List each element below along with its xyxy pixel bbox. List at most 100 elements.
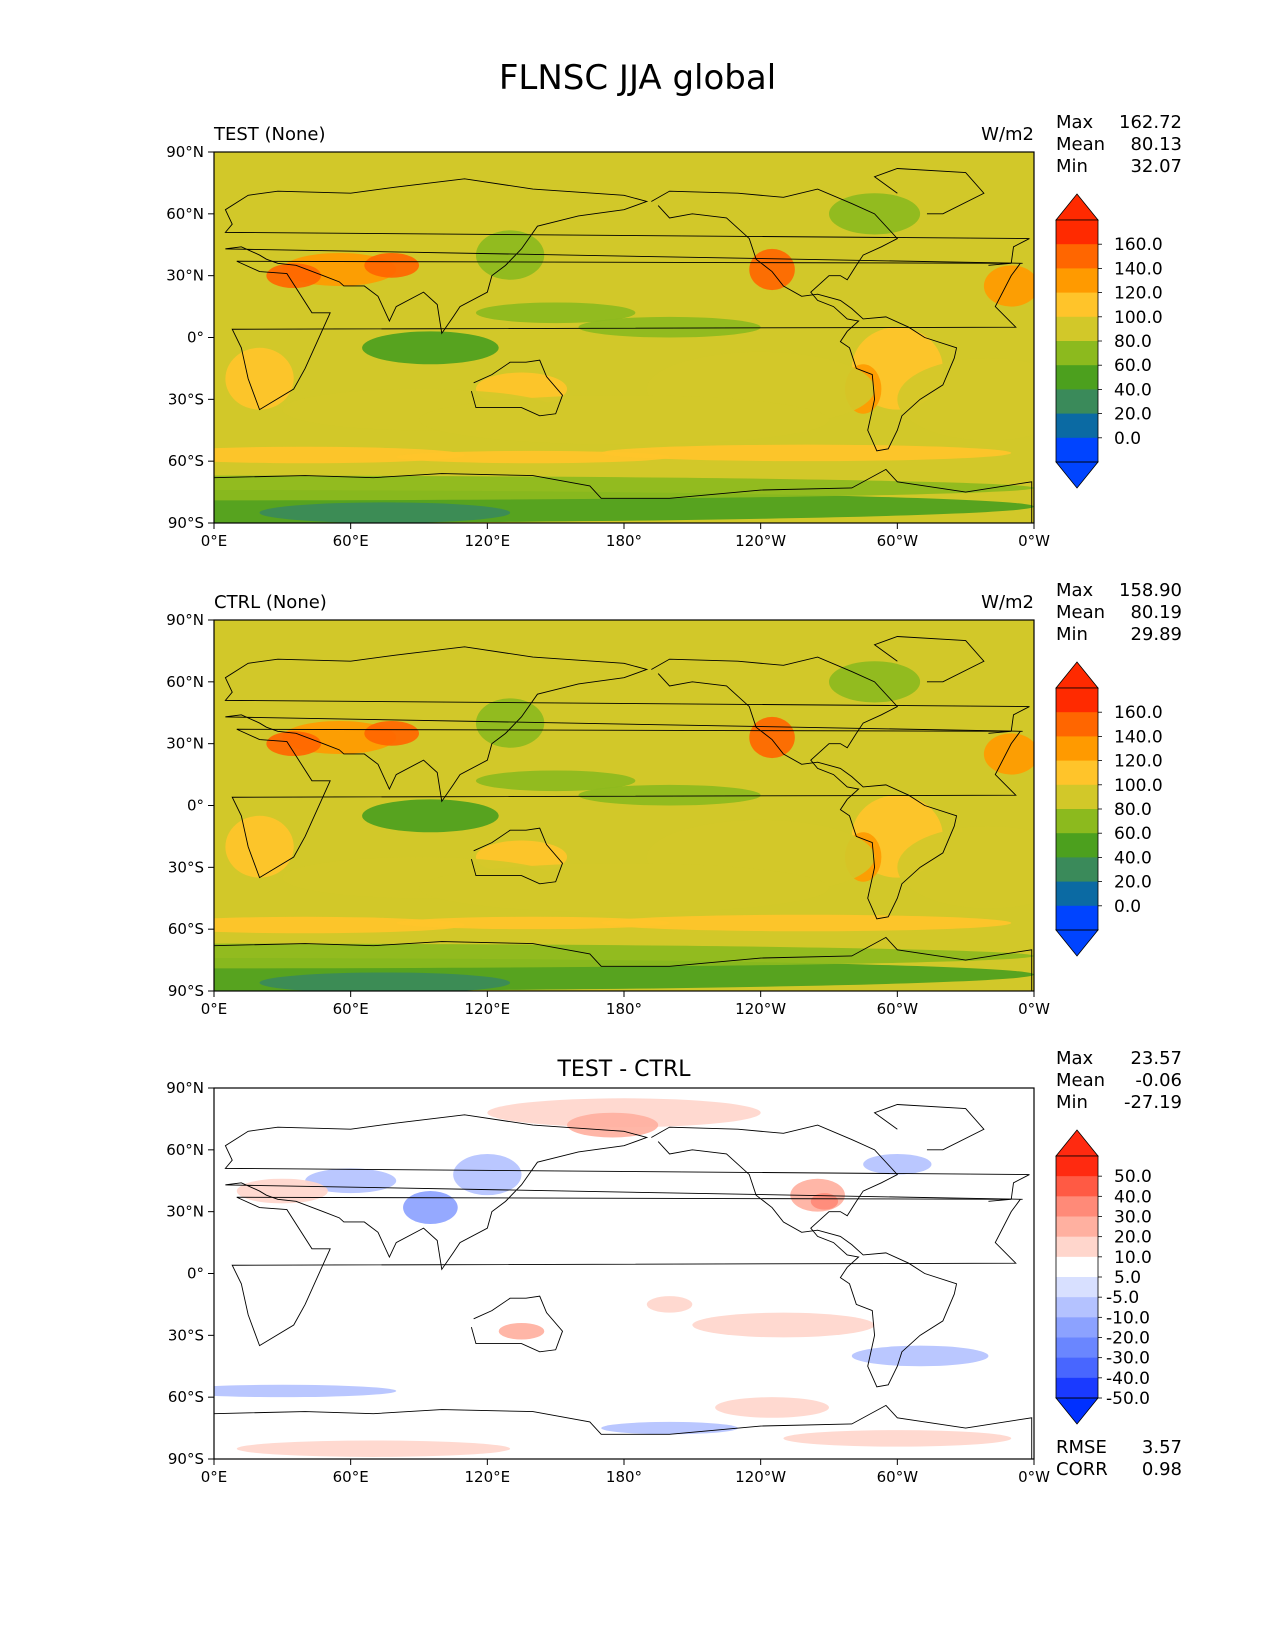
colorbar-swatch bbox=[1056, 1377, 1098, 1399]
map-field bbox=[214, 168, 1034, 523]
colorbar-label: 10.0 bbox=[1114, 1248, 1152, 1268]
stat-value: 0.98 bbox=[1142, 1459, 1182, 1480]
map-field-region bbox=[578, 784, 761, 806]
colorbar-swatch bbox=[1056, 1277, 1098, 1298]
colorbar-label: 120.0 bbox=[1114, 752, 1163, 772]
x-tick-label: 180° bbox=[606, 532, 642, 550]
map-field-region bbox=[897, 826, 1034, 909]
colorbar-label: 100.0 bbox=[1114, 776, 1163, 796]
map-field-region bbox=[601, 1421, 738, 1435]
colorbar-swatch bbox=[1056, 1236, 1098, 1258]
y-tick-label: 90°S bbox=[168, 514, 204, 532]
y-tick-label: 60°S bbox=[168, 1388, 204, 1406]
y-tick-label: 30°N bbox=[166, 267, 204, 285]
stat-label: Min bbox=[1056, 1092, 1088, 1113]
stat-value: 3.57 bbox=[1142, 1437, 1182, 1458]
map-field bbox=[214, 636, 1034, 991]
coastline bbox=[873, 1104, 985, 1151]
x-tick-label: 0°E bbox=[201, 1000, 228, 1018]
map-field-region bbox=[362, 331, 499, 365]
colorbar-swatch bbox=[1056, 220, 1098, 245]
colorbar-swatch bbox=[1056, 1357, 1098, 1379]
map-field-region bbox=[983, 733, 1034, 775]
colorbar-label: -30.0 bbox=[1106, 1349, 1150, 1369]
colorbar-label: 40.0 bbox=[1114, 380, 1152, 400]
stat-label: Max bbox=[1056, 1048, 1094, 1069]
map-field bbox=[214, 1098, 1033, 1459]
colorbar-swatch bbox=[1056, 268, 1098, 294]
figure-title: FLNSC JJA global bbox=[498, 58, 777, 98]
stat-label: Min bbox=[1056, 624, 1088, 645]
colorbar-label: 20.0 bbox=[1114, 405, 1152, 425]
map-field-region bbox=[453, 1153, 522, 1196]
panel-title: TEST (None) bbox=[213, 124, 326, 145]
stat-value: 162.72 bbox=[1119, 112, 1182, 133]
colorbar-swatch bbox=[1056, 784, 1098, 810]
map-field-region bbox=[362, 799, 499, 833]
coastline bbox=[224, 1114, 1030, 1271]
map-field-region bbox=[419, 863, 829, 913]
colorbar-label: 20.0 bbox=[1114, 1228, 1152, 1248]
map-field-region bbox=[692, 1312, 875, 1338]
colorbar-swatch bbox=[1056, 712, 1098, 737]
map-field-region bbox=[487, 1098, 761, 1128]
stat-label: CORR bbox=[1056, 1459, 1108, 1480]
stat-value: 32.07 bbox=[1130, 156, 1182, 177]
x-tick-label: 60°E bbox=[333, 1000, 369, 1018]
y-tick-label: 0° bbox=[187, 797, 204, 815]
x-tick-label: 0°W bbox=[1018, 1000, 1050, 1018]
stat-value: 158.90 bbox=[1119, 580, 1182, 601]
x-tick-label: 0°W bbox=[1018, 1468, 1050, 1486]
y-tick-label: 90°S bbox=[168, 1450, 204, 1468]
y-tick-label: 60°N bbox=[166, 205, 204, 223]
y-tick-label: 90°N bbox=[166, 143, 204, 161]
map-panel-ctrl: 0°E 60°E 120°E 180° 120°W 60°W 0°W 90°N 60°N 30°N… bbox=[166, 580, 1182, 1018]
y-tick-label: 60°S bbox=[168, 920, 204, 938]
stat-value: -27.19 bbox=[1124, 1092, 1182, 1113]
colorbar-extend-top bbox=[1055, 1129, 1099, 1157]
y-tick-label: 90°N bbox=[166, 1079, 204, 1097]
colorbar-label: 60.0 bbox=[1114, 824, 1152, 844]
colorbar-extend-top bbox=[1055, 661, 1099, 689]
x-tick-label: 0°E bbox=[201, 1468, 228, 1486]
stat-value: 80.13 bbox=[1130, 134, 1182, 155]
y-tick-label: 30°S bbox=[168, 858, 204, 876]
colorbar-swatch bbox=[1056, 244, 1098, 269]
colorbar-swatch bbox=[1056, 1317, 1098, 1338]
coastline bbox=[651, 188, 958, 452]
y-tick-label: 90°N bbox=[166, 611, 204, 629]
colorbar-label: 60.0 bbox=[1114, 356, 1152, 376]
colorbar-label: -20.0 bbox=[1106, 1329, 1150, 1349]
colorbar-label: 120.0 bbox=[1114, 284, 1163, 304]
y-tick-label: 60°N bbox=[166, 673, 204, 691]
map-field-region bbox=[475, 302, 636, 324]
x-tick-label: 0°W bbox=[1018, 532, 1050, 550]
map-panel-diff: 0°E 60°E 120°E 180° 120°W 60°W 0°W 90°N 60°N 30°N… bbox=[166, 1048, 1182, 1486]
map-field-region bbox=[364, 720, 419, 746]
colorbar-label: 50.0 bbox=[1114, 1167, 1152, 1187]
map-field-region bbox=[715, 1397, 829, 1418]
map-field-region bbox=[475, 698, 545, 748]
x-tick-label: 120°E bbox=[465, 532, 511, 550]
map-field-region bbox=[498, 1322, 545, 1340]
coastline bbox=[873, 168, 985, 215]
stat-value: 29.89 bbox=[1130, 624, 1182, 645]
map-field-region bbox=[396, 450, 670, 464]
map-field-region bbox=[364, 252, 419, 278]
map-field-region bbox=[810, 1193, 839, 1210]
map-field-region bbox=[419, 395, 829, 445]
coastline bbox=[231, 260, 1021, 411]
colorbar-label: 160.0 bbox=[1114, 703, 1163, 723]
colorbar: 160.0 140.0 120.0 100.0 80.0 60.0 40.0 20.0 0.0 bbox=[1055, 661, 1163, 957]
map-field-region bbox=[225, 347, 294, 410]
x-tick-label: 60°W bbox=[877, 532, 919, 550]
x-tick-label: 120°W bbox=[735, 532, 786, 550]
y-tick-label: 0° bbox=[187, 329, 204, 347]
map-field-region bbox=[863, 1153, 932, 1175]
x-tick-label: 120°W bbox=[735, 1000, 786, 1018]
stat-label: Max bbox=[1056, 580, 1094, 601]
y-tick-label: 30°S bbox=[168, 1326, 204, 1344]
map-field-region bbox=[225, 815, 294, 878]
map-field-region bbox=[601, 444, 1012, 462]
